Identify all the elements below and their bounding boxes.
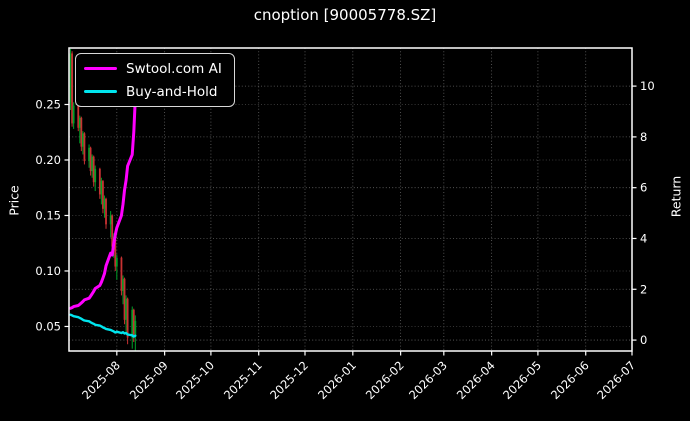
ai-return-line bbox=[69, 97, 137, 310]
legend-item-ai: Swtool.com AI bbox=[84, 59, 222, 78]
price-tick-label: 0.25 bbox=[35, 97, 61, 111]
tick-layer bbox=[64, 85, 637, 356]
tick-labels: 0.05 0.10 0.15 0.20 0.25 0 2 4 6 8 10 2025-08 2025-0… bbox=[35, 79, 654, 402]
candle-body bbox=[125, 298, 127, 320]
candle-body bbox=[98, 168, 101, 195]
candle-body bbox=[126, 298, 129, 338]
x-tick-label: 2025-09 bbox=[127, 358, 171, 402]
candle-body bbox=[88, 147, 90, 162]
candle-body bbox=[81, 133, 84, 147]
ai-line-swatch bbox=[84, 66, 117, 71]
candle-body bbox=[103, 198, 106, 209]
x-tick-label: 2026-02 bbox=[363, 358, 407, 402]
candle-body bbox=[123, 278, 126, 320]
x-tick-label: 2026-01 bbox=[315, 358, 359, 402]
candle-body bbox=[134, 320, 137, 336]
legend-label-ai: Swtool.com AI bbox=[126, 60, 222, 77]
candle-body bbox=[94, 168, 97, 183]
candle-body bbox=[92, 156, 95, 183]
return-tick-label: 10 bbox=[640, 79, 655, 93]
price-tick-label: 0.05 bbox=[35, 319, 61, 333]
candle-body bbox=[78, 117, 81, 128]
x-tick-label: 2026-03 bbox=[406, 358, 450, 402]
candle-body bbox=[100, 181, 103, 195]
candle-body bbox=[83, 133, 86, 162]
price-tick-label: 0.10 bbox=[35, 264, 61, 278]
x-tick-label: 2026-07 bbox=[594, 358, 638, 402]
x-tick-label: 2025-08 bbox=[79, 358, 123, 402]
candle-body bbox=[131, 309, 134, 338]
buy-hold-line-swatch bbox=[84, 89, 117, 94]
candle-body bbox=[102, 181, 104, 209]
legend-item-buy-hold: Buy-and-Hold bbox=[84, 82, 222, 101]
chart-title: cnoption [90005778.SZ] bbox=[253, 6, 437, 24]
candle-body bbox=[109, 215, 112, 225]
x-tick-label: 2025-10 bbox=[173, 358, 217, 402]
candle-body bbox=[72, 105, 75, 124]
candle-body bbox=[114, 236, 117, 267]
candle-body bbox=[77, 105, 80, 128]
return-tick-label: 2 bbox=[640, 282, 647, 296]
candle-body bbox=[122, 278, 124, 291]
return-tick-label: 6 bbox=[640, 181, 647, 195]
price-tick-label: 0.15 bbox=[35, 208, 61, 222]
candles-layer bbox=[69, 48, 137, 351]
legend-label-buy-hold: Buy-and-Hold bbox=[126, 83, 218, 100]
candle-body bbox=[89, 147, 92, 172]
candle-body bbox=[91, 156, 94, 172]
return-tick-label: 8 bbox=[640, 130, 647, 144]
candle-body bbox=[115, 257, 118, 267]
x-tick-label: 2025-12 bbox=[267, 358, 311, 402]
price-tick-label: 0.20 bbox=[35, 153, 61, 167]
x-tick-label: 2026-05 bbox=[500, 358, 544, 402]
x-tick-label: 2025-11 bbox=[221, 358, 265, 402]
buy-hold-line bbox=[69, 313, 137, 338]
candle-body bbox=[105, 198, 107, 225]
return-tick-label: 0 bbox=[640, 333, 647, 347]
candle-body bbox=[69, 53, 72, 103]
candle-body bbox=[120, 257, 123, 291]
return-tick-label: 4 bbox=[640, 231, 647, 245]
candle-body bbox=[71, 53, 73, 124]
candle-body bbox=[111, 215, 114, 247]
candle-body bbox=[80, 117, 83, 147]
plot-border bbox=[68, 47, 633, 352]
x-tick-label: 2026-04 bbox=[454, 358, 498, 402]
x-tick-label: 2026-06 bbox=[548, 358, 592, 402]
legend: Swtool.com AI Buy-and-Hold bbox=[75, 53, 235, 107]
candle-body bbox=[132, 309, 135, 336]
